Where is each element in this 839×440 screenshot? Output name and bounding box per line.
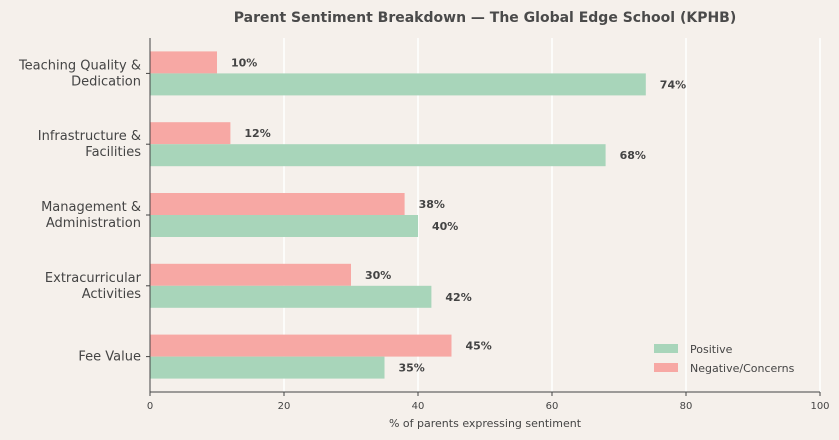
x-tick-label: 100 (810, 401, 829, 412)
data-label-negative: 38% (419, 198, 445, 211)
bar-negative (150, 122, 231, 145)
category-label: Extracurricular Activities (45, 271, 142, 302)
x-tick-label: 40 (412, 401, 425, 412)
data-label-negative: 45% (466, 340, 492, 353)
bar-positive (150, 285, 432, 308)
legend-label: Positive (690, 343, 733, 356)
bar-positive (150, 73, 646, 96)
x-tick-label: 60 (546, 401, 559, 412)
data-label-positive: 40% (432, 220, 458, 233)
category-label: Management & Administration (41, 200, 141, 231)
data-label-positive: 42% (445, 291, 471, 304)
data-label-negative: 10% (231, 56, 257, 69)
legend-label: Negative/Concerns (690, 362, 795, 375)
x-axis-label: % of parents expressing sentiment (389, 417, 582, 430)
bar-negative (150, 334, 452, 357)
legend-swatch (654, 363, 678, 372)
category-label: Teaching Quality & Dedication (18, 58, 141, 89)
data-label-negative: 30% (365, 269, 391, 282)
data-label-positive: 68% (620, 149, 646, 162)
data-label-positive: 74% (660, 78, 686, 91)
data-label-negative: 12% (244, 127, 270, 140)
legend-swatch (654, 344, 678, 353)
category-label: Infrastructure & Facilities (38, 129, 141, 160)
grid-lines (283, 38, 821, 392)
category-label: Fee Value (78, 350, 141, 365)
axes (146, 38, 821, 396)
x-tick-label: 80 (680, 401, 693, 412)
bar-positive (150, 215, 418, 237)
chart-title: Parent Sentiment Breakdown — The Global … (234, 10, 737, 26)
x-tick-label: 20 (278, 401, 291, 412)
x-tick-label: 0 (147, 401, 153, 412)
bar-negative (150, 193, 405, 215)
bar-positive (150, 144, 606, 167)
legend: Positive Negative/Concerns (654, 343, 795, 375)
labels: 10% 74% Teaching Quality & Dedication 12% 68%… (18, 56, 830, 412)
bar-negative (150, 51, 217, 74)
bar-positive (150, 356, 385, 379)
bars (150, 51, 646, 379)
data-label-positive: 35% (399, 362, 425, 375)
bar-negative (150, 263, 351, 286)
